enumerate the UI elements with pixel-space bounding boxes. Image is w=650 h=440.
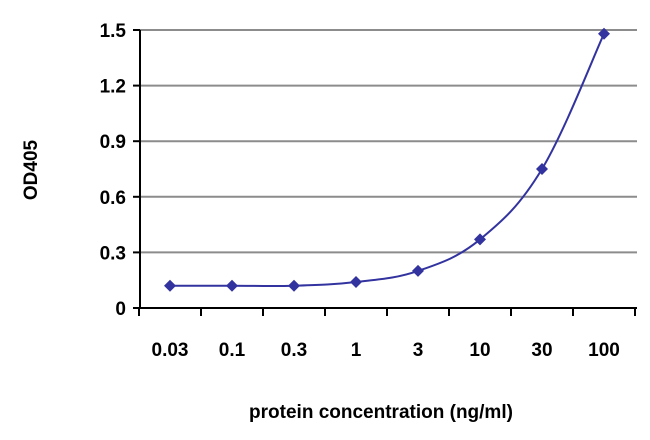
x-tick-label: 1 (351, 340, 362, 361)
data-point-marker (288, 279, 300, 292)
x-tick-label: 0.1 (219, 340, 246, 361)
y-tick-label: 1.2 (100, 77, 126, 98)
axes (133, 29, 637, 316)
data-point-marker (536, 163, 548, 175)
data-point-marker (164, 279, 176, 292)
data-markers (164, 27, 610, 292)
x-tick-label: 10 (469, 340, 490, 361)
data-point-marker (226, 279, 238, 292)
y-tick-label: 0.6 (100, 188, 126, 209)
data-point-marker (412, 264, 424, 277)
y-tick-label: 1.5 (100, 21, 127, 42)
data-point-marker (474, 233, 486, 246)
y-tick-label: 0.3 (100, 243, 126, 264)
y-axis-title: OD405 (21, 139, 42, 200)
gridlines (140, 29, 637, 254)
data-point-marker (598, 27, 610, 40)
data-point-marker (350, 276, 362, 289)
x-axis-title: protein concentration (ng/ml) (249, 402, 513, 423)
x-tick-label: 3 (413, 340, 424, 361)
x-tick-label: 100 (588, 340, 620, 361)
y-tick-label: 0.9 (100, 132, 126, 153)
series-line-path (170, 33, 605, 288)
x-tick-label: 30 (531, 340, 552, 361)
x-tick-label: 0.03 (152, 340, 189, 361)
y-tick-label: 0 (115, 299, 126, 320)
series-line (170, 33, 605, 288)
x-tick-label: 0.3 (281, 340, 307, 361)
tick-labels: 0 0.3 0.6 0.9 1.2 1.5 0.03 0.1 0.3 1 3 10 30 100 (100, 21, 620, 361)
